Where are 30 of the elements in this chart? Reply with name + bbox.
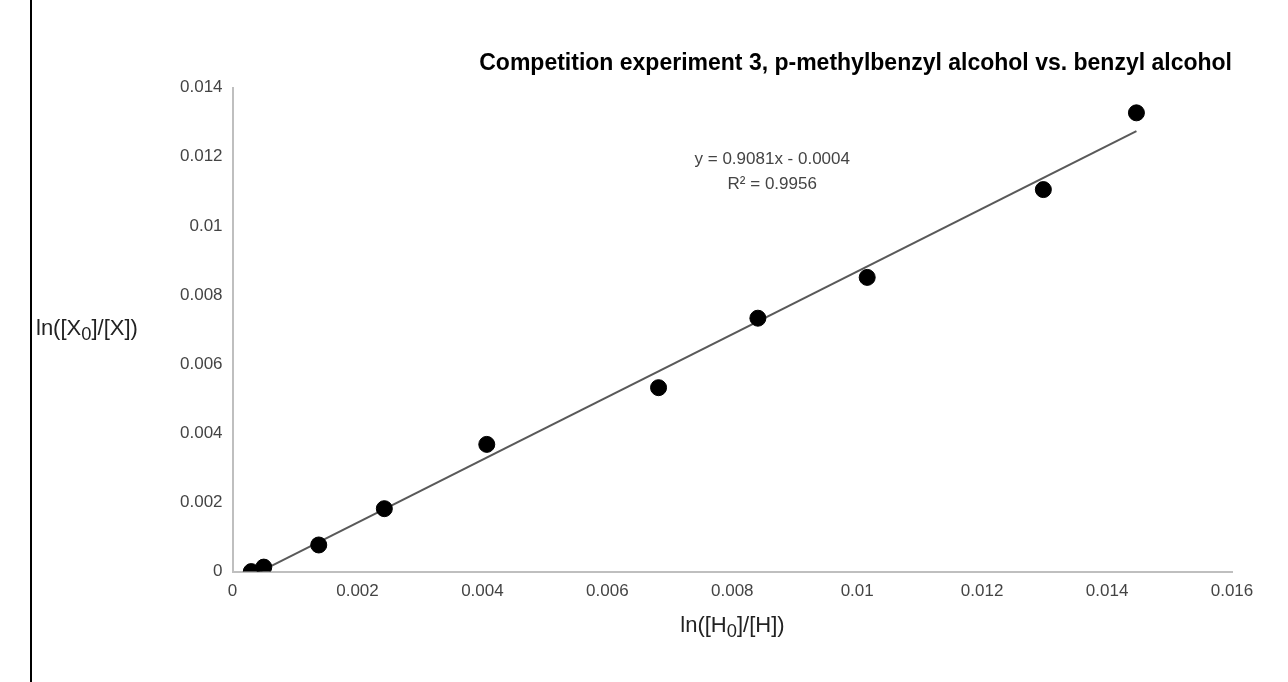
x-axis-title: ln([H$_{0}$]/[H]): [680, 611, 785, 642]
x-tick-label: 0.006: [586, 581, 629, 601]
x-tick-label: 0.01: [840, 581, 874, 601]
point: [1034, 181, 1052, 199]
annotation: R² = 0.9956: [727, 174, 817, 194]
point: [858, 268, 876, 286]
y-tick-label: 0.004: [179, 423, 223, 442]
point: [478, 435, 496, 453]
y-axis-title: ln([X$_{0}$]/[X]): [36, 314, 138, 345]
y-tick-label: 0.002: [179, 492, 223, 512]
x-tick-label: 0.012: [960, 581, 1004, 601]
y-tick-label: 0.014: [179, 77, 223, 97]
point: [1127, 104, 1145, 122]
y-tick-label: 0.012: [179, 146, 223, 166]
y-tick-label: 0.01: [189, 215, 223, 235]
x-tick-label: 0.014: [1085, 581, 1129, 601]
point: [650, 379, 668, 397]
x-tick-label: 0: [227, 581, 238, 601]
annotation: y = 0.9081x - 0.0004: [694, 149, 850, 169]
y-tick-label: 0.008: [179, 284, 223, 304]
chart-title: Competition experiment 3, p-methylbenzyl alcohol vs. benzyl alcohol: [479, 49, 1232, 76]
x-tick-label: 0.002: [336, 581, 379, 601]
x-tick-label: 0.004: [461, 581, 504, 601]
x-tick-label: 0.008: [711, 581, 754, 601]
x-tick-label: 0.016: [1210, 581, 1254, 601]
y-tick-label: 0.006: [179, 353, 223, 373]
point: [749, 309, 767, 327]
point: [375, 500, 393, 518]
y-tick-label: 0: [213, 561, 223, 581]
point: [310, 536, 328, 554]
